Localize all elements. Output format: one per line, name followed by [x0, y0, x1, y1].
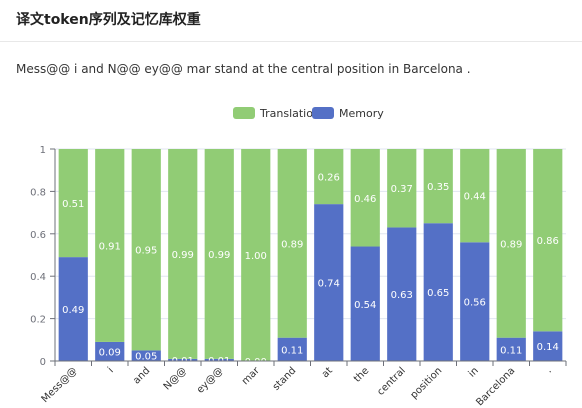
y-tick-label: 0.4: [30, 272, 46, 283]
data-label-memory: 0.49: [62, 305, 84, 316]
bar-translation: [387, 149, 417, 228]
bar-memory: [460, 242, 490, 361]
data-label-translation: 0.37: [391, 184, 413, 195]
bar-translation: [58, 149, 88, 258]
x-tick-label: the: [352, 365, 371, 384]
bar-memory: [204, 358, 234, 361]
y-tick-label: 1: [40, 145, 46, 156]
x-tick-label: stand: [271, 365, 299, 393]
data-label-memory: 0.00: [245, 357, 267, 368]
bar-memory: [496, 337, 526, 361]
data-label-memory: 0.09: [99, 347, 121, 358]
bar-memory: [423, 223, 453, 361]
data-label-translation: 0.26: [318, 173, 340, 184]
data-label-translation: 0.51: [62, 199, 84, 210]
header: 译文token序列及记忆库权重: [0, 0, 582, 42]
data-label-memory: 0.63: [391, 290, 413, 301]
data-label-memory: 0.05: [135, 352, 157, 363]
legend-label-translation: Translation: [260, 106, 320, 120]
data-label-translation: 0.44: [464, 192, 486, 203]
x-tick-label: in: [467, 365, 481, 379]
bar-memory: [350, 246, 380, 361]
x-tick-label: central: [375, 365, 407, 397]
bar-translation: [350, 149, 380, 247]
data-label-memory: 0.74: [318, 279, 340, 290]
legend-item-memory[interactable]: Memory: [312, 105, 384, 121]
bar-translation: [168, 149, 198, 359]
data-label-memory: 0.56: [464, 298, 486, 309]
bar-memory: [131, 350, 161, 361]
legend-swatch-translation: [233, 107, 255, 119]
bar-translation: [496, 149, 526, 338]
bar-memory: [277, 337, 307, 361]
x-tick-label: mar: [240, 365, 263, 388]
x-tick-label: and: [131, 365, 152, 386]
data-label-translation: 0.35: [427, 182, 449, 193]
data-label-translation: 0.89: [500, 239, 522, 250]
bar-translation: [460, 149, 490, 243]
bar-translation: [131, 149, 161, 351]
bar-memory: [387, 227, 417, 361]
x-tick-label: at: [320, 365, 335, 380]
y-tick-label: 0.8: [30, 187, 46, 198]
data-label-translation: 0.99: [208, 250, 230, 261]
data-label-memory: 0.11: [500, 345, 522, 356]
data-label-memory: 0.14: [537, 342, 559, 353]
y-tick-label: 0.2: [30, 315, 46, 326]
data-label-translation: 0.95: [135, 246, 157, 257]
bar-memory: [168, 358, 198, 361]
x-tick-label: i: [106, 365, 116, 375]
x-tick-label: ey@@: [195, 365, 225, 395]
legend-item-translation[interactable]: Translation: [233, 105, 320, 121]
data-label-translation: 0.99: [172, 250, 194, 261]
bar-translation: [533, 149, 563, 332]
bar-translation: [241, 149, 271, 361]
bar-memory: [533, 331, 563, 361]
x-tick-label: N@@: [162, 365, 189, 392]
bar-translation: [314, 149, 344, 205]
x-tick-label: position: [409, 365, 445, 401]
bar-translation: [423, 149, 453, 224]
data-label-memory: 0.54: [354, 300, 376, 311]
data-label-memory: 0.65: [427, 288, 449, 299]
y-tick-label: 0: [40, 357, 46, 368]
data-label-memory: 0.11: [281, 345, 303, 356]
data-label-translation: 0.89: [281, 239, 303, 250]
page-title: 译文token序列及记忆库权重: [16, 12, 201, 28]
bar-memory: [58, 257, 88, 361]
data-label-translation: 1.00: [245, 251, 267, 262]
chart-legend: Translation Memory: [0, 105, 582, 121]
data-label-translation: 0.86: [537, 236, 559, 247]
data-label-translation: 0.91: [99, 241, 121, 252]
bar-translation: [277, 149, 307, 338]
bar-translation: [95, 149, 125, 342]
legend-swatch-memory: [312, 107, 334, 119]
legend-label-memory: Memory: [339, 106, 384, 120]
data-label-translation: 0.46: [354, 194, 376, 205]
x-tick-label: Barcelona: [474, 365, 517, 408]
bar-memory: [314, 204, 344, 361]
x-tick-label: .: [544, 365, 554, 375]
y-tick-label: 0.6: [30, 230, 46, 241]
x-tick-label: Mess@@: [40, 365, 80, 405]
bar-memory: [95, 341, 125, 361]
bar-translation: [204, 149, 234, 359]
source-sentence: Mess@@ i and N@@ ey@@ mar stand at the c…: [16, 62, 471, 76]
